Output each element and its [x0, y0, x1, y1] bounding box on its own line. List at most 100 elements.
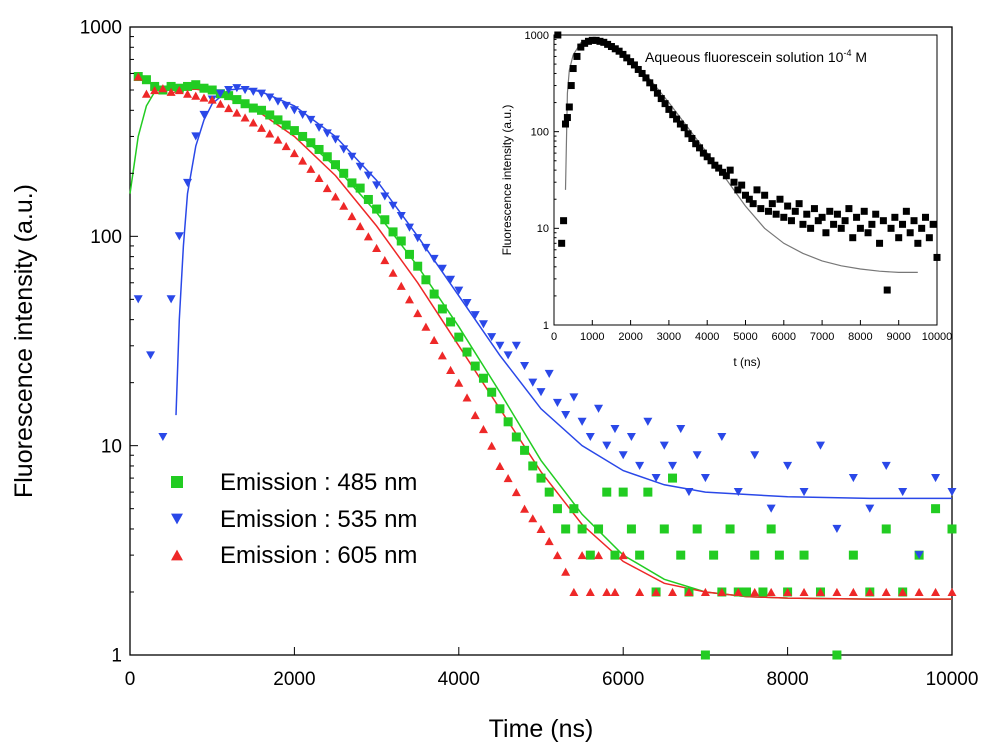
data-point-s0-48	[528, 461, 538, 471]
data-point-s0-27	[355, 183, 365, 193]
inset-title: Aqueous fluorescein solution 10-4 M	[645, 48, 867, 65]
data-point-s0-58	[764, 207, 772, 215]
x-tick-label: 6000	[602, 669, 644, 690]
data-point-s0-14	[596, 37, 604, 45]
data-point-s0-43	[707, 157, 715, 165]
data-point-s0-77	[766, 524, 776, 534]
data-point-s1-72	[766, 504, 776, 513]
data-point-s0-57	[761, 191, 769, 199]
data-point-s0-8	[573, 52, 581, 60]
data-point-s0-19	[289, 126, 299, 136]
data-point-s0-90	[887, 224, 895, 232]
main-plot-frame	[129, 26, 953, 656]
data-point-s1-66	[684, 488, 694, 497]
data-point-s0-28	[650, 84, 658, 92]
x-tick-label: 2000	[273, 669, 315, 690]
main-legend: Emission : 485 nm Emission : 535 nm Emis…	[171, 469, 417, 569]
data-point-s0-3	[561, 120, 569, 128]
data-point-s0-59	[768, 200, 776, 208]
data-point-s1-59	[626, 432, 636, 442]
x-tick-label: 8000	[848, 331, 872, 343]
data-point-s0-53	[745, 195, 753, 203]
data-point-s2-21	[306, 164, 316, 173]
data-point-s2-10	[215, 99, 225, 108]
data-point-s0-33	[669, 111, 677, 119]
data-point-s1-46	[520, 362, 530, 371]
data-point-s0-42	[703, 153, 711, 161]
data-point-s1-39	[462, 299, 472, 308]
data-point-s0-62	[780, 213, 788, 221]
data-point-s1-32	[404, 223, 414, 232]
data-point-s0-44	[495, 404, 505, 414]
data-point-s1-83	[947, 488, 957, 497]
data-point-s1-64	[668, 461, 678, 471]
data-point-s2-79	[947, 587, 957, 597]
data-point-s0-93	[899, 220, 907, 228]
data-point-s1-12	[240, 85, 250, 95]
data-point-s1-45	[511, 341, 521, 350]
data-point-s2-53	[569, 587, 579, 597]
data-point-s1-58	[618, 451, 628, 460]
data-point-s0-51	[738, 181, 746, 189]
data-point-s2-15	[257, 123, 267, 132]
data-point-s0-42	[478, 373, 488, 383]
data-point-s1-37	[446, 275, 456, 284]
data-point-s0-97	[914, 239, 922, 247]
data-point-s2-27	[355, 221, 365, 231]
data-point-s0-100	[925, 234, 933, 242]
data-point-s0-14	[248, 103, 258, 113]
y-tick-label: 1	[543, 320, 549, 332]
data-point-s2-12	[232, 108, 242, 117]
data-point-s0-65	[668, 473, 678, 483]
data-point-s0-70	[810, 205, 818, 213]
main-data-points	[133, 72, 957, 660]
data-point-s2-68	[766, 587, 776, 597]
data-point-s1-67	[692, 451, 702, 460]
data-point-s1-23	[331, 135, 340, 144]
data-point-s2-37	[437, 351, 447, 360]
data-point-s0-19	[615, 47, 623, 55]
data-point-s0-74	[826, 207, 834, 215]
data-point-s0-57	[602, 487, 612, 497]
data-point-s0-52	[742, 191, 749, 199]
data-point-s1-56	[602, 441, 612, 450]
data-point-s0-83	[848, 550, 858, 560]
data-point-s0-80	[849, 234, 857, 242]
data-point-s0-78	[841, 217, 849, 225]
data-point-s1-36	[437, 264, 447, 273]
y-tick-label: 1	[111, 646, 122, 667]
data-point-s0-37	[437, 304, 447, 314]
data-point-s0-4	[563, 114, 571, 122]
data-point-s0-73	[822, 229, 830, 237]
data-point-s1-17	[281, 101, 291, 110]
data-point-s0-89	[883, 286, 891, 294]
data-point-s2-64	[700, 587, 710, 597]
data-point-s2-47	[520, 504, 530, 513]
data-point-s2-34	[413, 309, 423, 318]
data-point-s2-23	[322, 184, 332, 193]
data-point-s0-12	[232, 95, 242, 105]
data-point-s1-55	[594, 404, 604, 413]
data-point-s2-54	[577, 551, 587, 560]
inset-title-sup: -4	[843, 48, 851, 58]
data-point-s2-55	[585, 587, 595, 597]
data-point-s1-16	[273, 97, 283, 106]
data-point-s1-47	[528, 378, 538, 387]
data-point-s2-44	[495, 461, 505, 471]
data-point-s0-54	[577, 524, 587, 534]
y-tick-label: 100	[531, 127, 549, 139]
data-point-s0-5	[565, 103, 573, 111]
data-point-s1-49	[544, 369, 554, 379]
data-point-s1-40	[470, 311, 480, 320]
x-tick-label: 0	[125, 669, 136, 690]
data-point-s1-30	[388, 201, 398, 210]
data-point-s0-58	[610, 550, 620, 560]
data-point-s0-10	[581, 39, 589, 47]
data-point-s1-4	[174, 232, 184, 241]
data-point-s1-21	[314, 123, 324, 132]
data-point-s2-38	[446, 365, 456, 374]
data-point-s0-38	[688, 134, 696, 142]
data-point-s0-25	[339, 168, 349, 178]
data-point-s2-35	[421, 322, 431, 331]
